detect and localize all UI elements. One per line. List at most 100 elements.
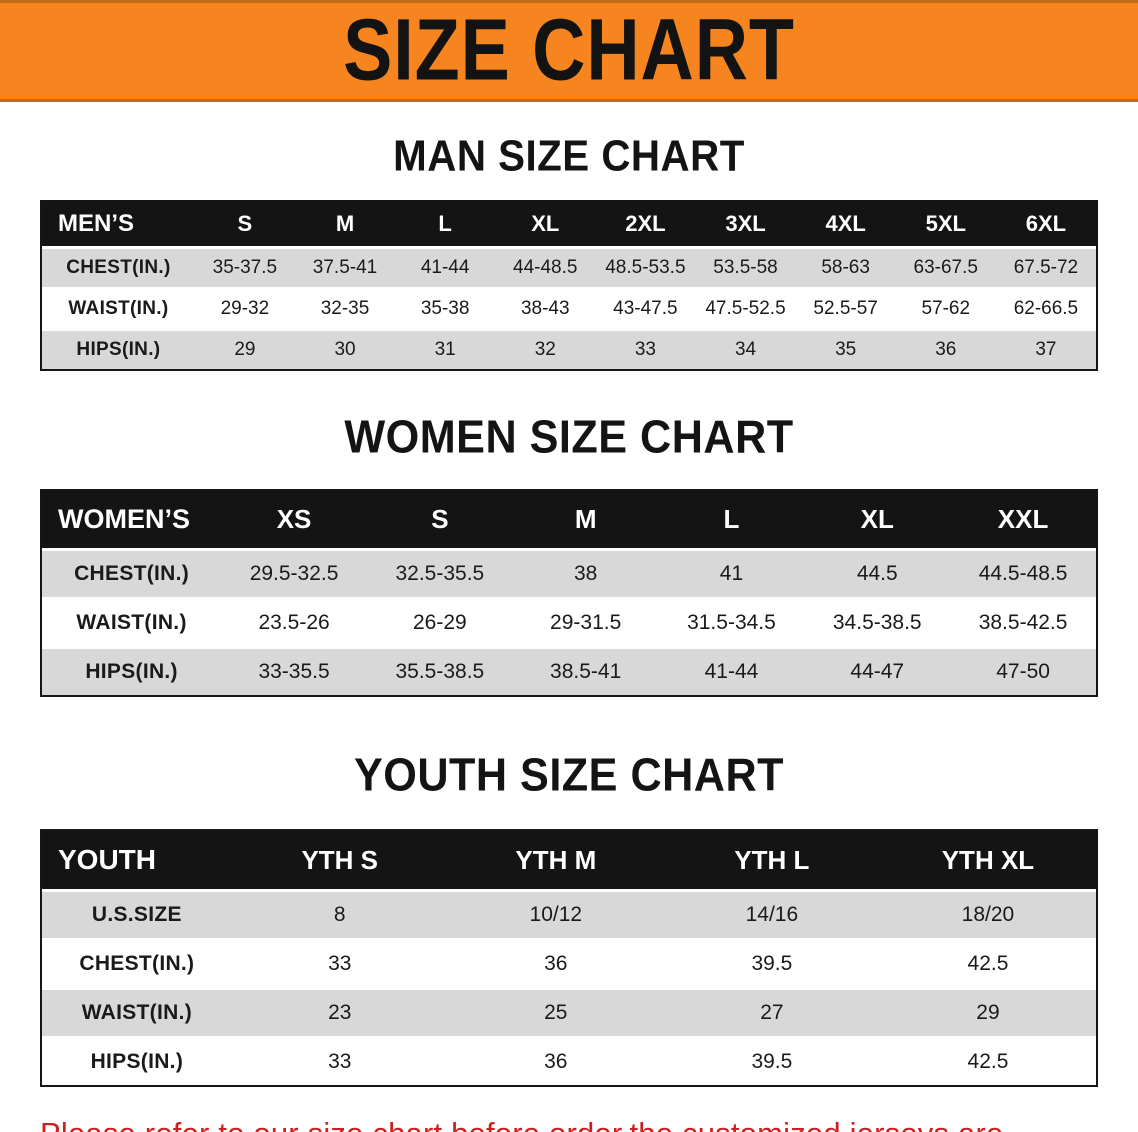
cell-value: 37.5-41	[312, 257, 378, 278]
table-header-row: WOMEN’S XS S M L XL XXL	[42, 491, 1096, 550]
table-title-cell: YOUTH	[42, 831, 232, 891]
table-row: HIPS(IN.) 33-35.5 35.5-38.5 38.5-41 41-44 44-…	[42, 647, 1096, 695]
cell-value: 44-47	[850, 660, 905, 683]
cell-value: 58-63	[821, 257, 870, 278]
column-header: XXL	[950, 491, 1096, 550]
column-header: M	[294, 202, 396, 248]
cell-value: 29	[976, 1001, 1000, 1024]
table-header-row: MEN’S S M L XL 2XL 3XL 4XL 5XL 6XL	[42, 202, 1096, 248]
women-size-table-wrap: WOMEN’S XS S M L XL XXL CHEST(IN.) 29.5-32.5 32.5…	[40, 489, 1098, 697]
women-size-chart-section: WOMEN SIZE CHART WOMEN’S XS S M L XL XXL CHEST(…	[0, 409, 1138, 697]
cell-value: 35-37.5	[212, 257, 278, 278]
column-header: S	[366, 491, 513, 550]
column-header: XL	[804, 491, 951, 550]
cell-value: 35	[835, 339, 857, 360]
cell-value: 34	[734, 339, 757, 360]
cell-value: 53.5-58	[713, 257, 778, 278]
table-header-row: YOUTH YTH S YTH M YTH L YTH XL	[42, 831, 1096, 891]
row-label: HIPS(IN.)	[85, 660, 178, 683]
cell-value: 38-43	[520, 298, 570, 319]
column-header: S	[194, 202, 295, 248]
table-row: WAIST(IN.) 23.5-26 26-29 29-31.5 31.5-34.5 34…	[42, 598, 1096, 648]
cell-value: 38	[573, 562, 598, 585]
cell-value: 32-35	[320, 298, 370, 319]
cell-value: 35-38	[420, 298, 470, 319]
column-header: YTH M	[447, 831, 664, 891]
cell-value: 37	[1035, 339, 1057, 360]
men-size-table: MEN’S S M L XL 2XL 3XL 4XL 5XL 6XL CHEST(IN.) 35-37…	[42, 202, 1096, 369]
row-label: U.S.SIZE	[91, 903, 182, 926]
row-label: WAIST(IN.)	[81, 1001, 193, 1024]
cell-value: 63-67.5	[913, 257, 978, 278]
column-header: L	[658, 491, 805, 550]
cell-value: 43-47.5	[613, 298, 678, 319]
cell-value: 23.5-26	[258, 611, 330, 634]
row-label: CHEST(IN.)	[66, 257, 171, 278]
size-chart-banner: SIZE CHART	[0, 0, 1138, 102]
table-row: CHEST(IN.) 33 36 39.5 42.5	[42, 939, 1096, 989]
cell-value: 67.5-72	[1013, 257, 1079, 278]
youth-size-chart-heading: YOUTH SIZE CHART	[353, 747, 785, 801]
column-header: 2XL	[595, 202, 696, 248]
cell-value: 34.5-38.5	[832, 611, 922, 634]
cell-value: 33	[328, 1050, 352, 1073]
table-row: HIPS(IN.) 29 30 31 32 33 34 35 36 37	[42, 329, 1096, 369]
row-label: HIPS(IN.)	[90, 1050, 184, 1073]
cell-value: 42.5	[967, 1050, 1009, 1073]
cell-value: 31	[434, 339, 456, 360]
table-row: HIPS(IN.) 33 36 39.5 42.5	[42, 1037, 1096, 1085]
disclaimer-line-1: Please refer to our size chart before or…	[40, 1113, 1098, 1132]
cell-value: 57-62	[921, 298, 971, 319]
cell-value: 44.5	[856, 562, 898, 585]
page-title: SIZE CHART	[343, 2, 795, 99]
cell-value: 41	[719, 562, 744, 585]
youth-size-table-wrap: YOUTH YTH S YTH M YTH L YTH XL U.S.SIZE 8 10/12…	[40, 829, 1098, 1087]
cell-value: 41-44	[420, 257, 470, 278]
row-label: WAIST(IN.)	[68, 298, 169, 319]
cell-value: 39.5	[751, 1050, 793, 1073]
cell-value: 36	[544, 1050, 568, 1073]
cell-value: 38.5-41	[550, 660, 622, 683]
cell-value: 10/12	[529, 903, 583, 926]
column-header: M	[512, 491, 659, 550]
table-row: WAIST(IN.) 29-32 32-35 35-38 38-43 43-47.5 47.…	[42, 288, 1096, 330]
cell-value: 27	[760, 1001, 784, 1024]
men-size-table-wrap: MEN’S S M L XL 2XL 3XL 4XL 5XL 6XL CHEST(IN.) 35-37…	[40, 200, 1098, 371]
cell-value: 30	[334, 339, 356, 360]
cell-value: 44.5-48.5	[978, 562, 1068, 585]
table-title-cell: WOMEN’S	[42, 491, 222, 550]
table-row: U.S.SIZE 8 10/12 14/16 18/20	[42, 890, 1096, 940]
row-label: WAIST(IN.)	[76, 611, 187, 634]
column-header: 4XL	[795, 202, 896, 248]
youth-size-table: YOUTH YTH S YTH M YTH L YTH XL U.S.SIZE 8 10/12…	[42, 831, 1096, 1085]
cell-value: 23	[328, 1001, 352, 1024]
men-size-chart-section: MAN SIZE CHART MEN’S S M L XL 2XL 3XL 4XL 5XL 6XL…	[0, 131, 1138, 371]
men-size-chart-heading: MAN SIZE CHART	[393, 131, 745, 180]
cell-value: 14/16	[745, 903, 799, 926]
women-size-table: WOMEN’S XS S M L XL XXL CHEST(IN.) 29.5-32.5 32.5…	[42, 491, 1096, 695]
cell-value: 29-32	[220, 298, 270, 319]
cell-value: 47-50	[996, 660, 1050, 683]
youth-size-chart-section: YOUTH SIZE CHART YOUTH YTH S YTH M YTH L YTH…	[0, 747, 1138, 1087]
cell-value: 18/20	[961, 903, 1015, 926]
table-row: WAIST(IN.) 23 25 27 29	[42, 988, 1096, 1038]
women-size-chart-heading: WOMEN SIZE CHART	[344, 409, 794, 463]
table-row: CHEST(IN.) 29.5-32.5 32.5-35.5 38 41 44.5 44.5…	[42, 549, 1096, 599]
cell-value: 33	[634, 339, 656, 360]
cell-value: 29	[234, 339, 256, 360]
cell-value: 33-35.5	[258, 660, 330, 683]
column-header: L	[395, 202, 496, 248]
cell-value: 44-48.5	[513, 257, 578, 278]
cell-value: 39.5	[751, 952, 793, 975]
column-header: XL	[495, 202, 596, 248]
cell-value: 32.5-35.5	[395, 562, 485, 585]
column-header: 6XL	[995, 202, 1096, 248]
column-header: YTH S	[231, 831, 448, 891]
cell-value: 35.5-38.5	[395, 660, 485, 683]
cell-value: 29.5-32.5	[249, 562, 339, 585]
column-header: YTH L	[663, 831, 880, 891]
cell-value: 33	[328, 952, 352, 975]
column-header: XS	[221, 491, 367, 550]
row-label: HIPS(IN.)	[76, 339, 161, 360]
